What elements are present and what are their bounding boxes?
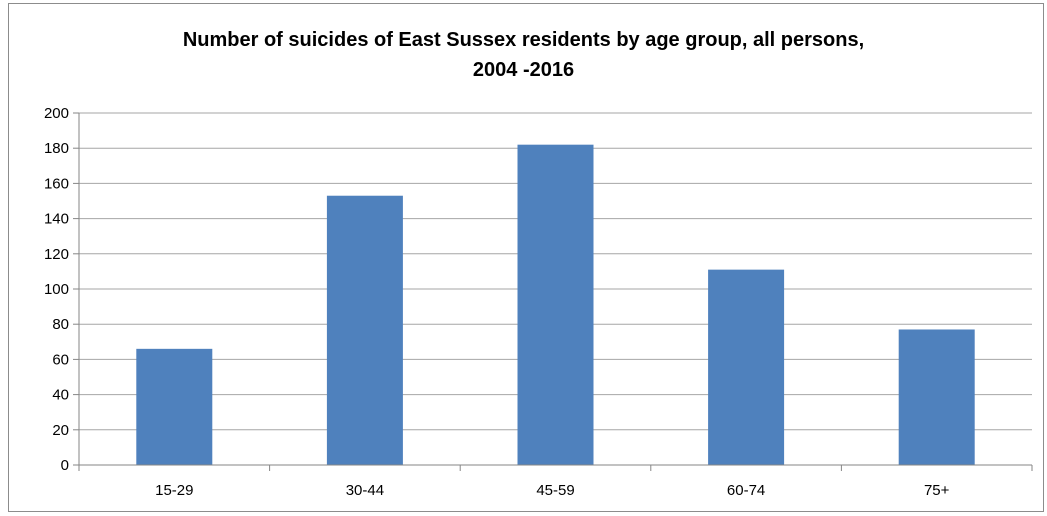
x-tick-label: 30-44 [346, 482, 384, 499]
bar-75+ [898, 329, 975, 465]
bar-45-59 [517, 144, 594, 465]
axes [73, 112, 1033, 471]
bar-30-44 [326, 195, 403, 465]
y-tick-label: 200 [44, 105, 69, 122]
tick-labels: 0 20 40 60 80 100 120 140 160 180 200 15-29 30-44 45-… [44, 105, 950, 499]
y-tick-label: 180 [44, 140, 69, 157]
y-tick-label: 160 [44, 175, 69, 192]
y-tick-label: 100 [44, 281, 69, 298]
y-tick-label: 60 [52, 351, 69, 368]
bar-15-29 [136, 348, 213, 465]
x-tick-label: 45-59 [536, 482, 574, 499]
y-tick-label: 120 [44, 246, 69, 263]
x-tick-label: 75+ [924, 482, 950, 499]
x-tick-label: 15-29 [155, 482, 193, 499]
y-tick-label: 0 [61, 457, 69, 474]
y-tick-label: 140 [44, 211, 69, 228]
bar-60-74 [708, 269, 785, 465]
chart-title-line-2: 2004 -2016 [472, 59, 575, 81]
chart-title: Number of suicides of East Sussex reside… [0, 25, 1047, 85]
chart-title-line-1: Number of suicides of East Sussex reside… [182, 29, 865, 51]
y-tick-label: 80 [52, 316, 69, 333]
y-tick-label: 40 [52, 387, 69, 404]
x-tick-label: 60-74 [727, 482, 765, 499]
y-tick-label: 20 [52, 422, 69, 439]
bars [136, 144, 975, 465]
